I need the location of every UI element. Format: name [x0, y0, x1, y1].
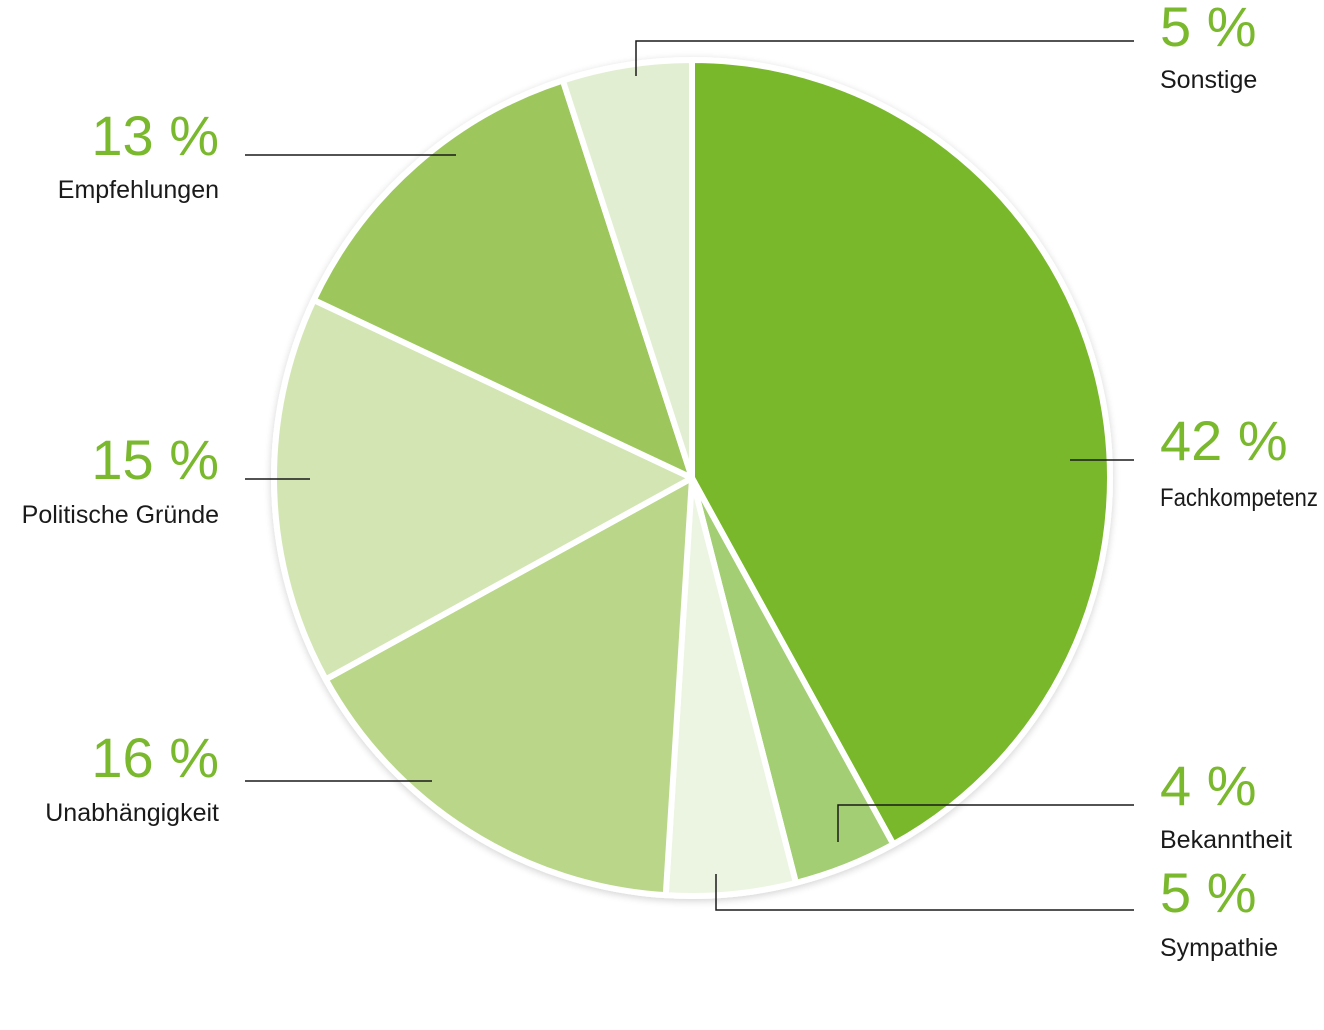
category-label-bekanntheit: Bekanntheit — [1160, 826, 1292, 854]
percent-label-sonstige: 5 % — [1160, 0, 1257, 58]
pie-slice-fachkompetenz — [689, 57, 1113, 848]
pie-slice-empfehlungen — [310, 77, 695, 481]
category-label-unabhaengigkeit: Unabhängigkeit — [45, 799, 219, 827]
category-label-sympathie: Sympathie — [1160, 934, 1278, 962]
category-label-empfehlungen: Empfehlungen — [58, 176, 219, 204]
leader-line-bekanntheit — [837, 804, 1134, 842]
leader-lines — [245, 40, 1134, 911]
category-label-politische-gruende: Politische Gründe — [22, 501, 219, 529]
leader-line-sonstige — [635, 40, 1134, 76]
pie-slice-sonstige — [559, 57, 695, 481]
pie-slice-politische-gruende — [271, 297, 695, 683]
percent-label-fachkompetenz: 42 % — [1160, 409, 1288, 472]
slice-labels: 42 % Fachkompetenz 4 % Bekanntheit 5 % Sympat… — [22, 0, 1318, 962]
category-label-sonstige: Sonstige — [1160, 66, 1257, 94]
percent-label-bekanntheit: 4 % — [1160, 754, 1257, 817]
percent-label-empfehlungen: 13 % — [91, 104, 219, 167]
leader-line-sympathie — [715, 874, 1134, 911]
category-label-fachkompetenz: Fachkompetenz — [1160, 484, 1318, 512]
percent-label-sympathie: 5 % — [1160, 861, 1257, 924]
pie-slice-unabhaengigkeit — [322, 475, 695, 899]
pie-slices — [271, 57, 1113, 899]
percent-label-politische-gruende: 15 % — [91, 428, 219, 491]
percent-label-unabhaengigkeit: 16 % — [91, 726, 219, 789]
